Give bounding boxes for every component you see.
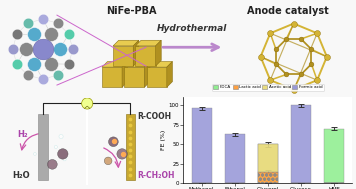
- Point: [267, 79, 273, 82]
- Point: [14, 63, 20, 66]
- Point: [40, 18, 46, 21]
- Point: [314, 79, 320, 82]
- Polygon shape: [113, 46, 133, 66]
- Legend: FDCA, Lactic acid, Acetic acid, Formic acid: FDCA, Lactic acid, Acetic acid, Formic a…: [212, 84, 324, 91]
- Polygon shape: [136, 40, 161, 46]
- Point: [291, 88, 297, 91]
- Point: [314, 32, 320, 35]
- Point: [40, 78, 46, 81]
- Bar: [192, 108, 211, 183]
- Circle shape: [117, 149, 127, 159]
- Y-axis label: FE (%): FE (%): [161, 130, 166, 150]
- Point: [298, 37, 304, 40]
- Point: [25, 22, 31, 25]
- Bar: [324, 129, 344, 183]
- Circle shape: [59, 134, 63, 139]
- Polygon shape: [145, 62, 150, 87]
- Point: [55, 22, 61, 25]
- Polygon shape: [156, 40, 161, 66]
- Polygon shape: [124, 62, 150, 67]
- Circle shape: [63, 157, 66, 161]
- Bar: [258, 144, 278, 183]
- Polygon shape: [122, 62, 128, 87]
- Point: [127, 155, 133, 158]
- Point: [283, 37, 289, 40]
- Bar: [126, 114, 135, 180]
- Point: [120, 152, 126, 155]
- Point: [267, 32, 273, 35]
- Point: [283, 73, 289, 76]
- Text: Hydrothermal: Hydrothermal: [157, 24, 227, 33]
- Polygon shape: [147, 62, 172, 67]
- Point: [309, 63, 314, 66]
- Point: [10, 48, 16, 51]
- Point: [14, 33, 20, 36]
- Text: R-CH₂OH: R-CH₂OH: [137, 171, 174, 180]
- Point: [127, 142, 133, 145]
- Point: [55, 74, 61, 77]
- Circle shape: [33, 153, 36, 155]
- Point: [298, 73, 304, 76]
- Point: [127, 124, 133, 127]
- Point: [273, 63, 279, 66]
- Point: [31, 62, 37, 65]
- Bar: [291, 105, 311, 183]
- Point: [309, 48, 314, 51]
- Bar: [258, 172, 278, 183]
- Point: [291, 22, 297, 25]
- Point: [70, 48, 75, 51]
- Text: R-COOH: R-COOH: [137, 112, 171, 121]
- Polygon shape: [102, 62, 128, 67]
- Point: [40, 48, 46, 51]
- Text: H₂: H₂: [17, 129, 28, 139]
- Point: [127, 149, 133, 152]
- Point: [127, 161, 133, 164]
- Circle shape: [54, 145, 57, 149]
- Polygon shape: [113, 40, 139, 46]
- Circle shape: [58, 149, 68, 159]
- Circle shape: [109, 137, 118, 147]
- Bar: [38, 114, 48, 180]
- Point: [66, 63, 72, 66]
- Point: [127, 118, 133, 121]
- Polygon shape: [147, 67, 167, 87]
- Point: [57, 48, 63, 51]
- Point: [324, 55, 330, 58]
- Polygon shape: [102, 67, 122, 87]
- Circle shape: [104, 157, 112, 165]
- Point: [258, 55, 263, 58]
- Circle shape: [82, 98, 93, 109]
- Point: [111, 140, 116, 143]
- Text: Anode catalyst: Anode catalyst: [247, 6, 329, 16]
- Point: [48, 33, 54, 36]
- Point: [31, 33, 37, 36]
- Point: [273, 48, 279, 51]
- Point: [127, 173, 133, 176]
- Circle shape: [47, 160, 57, 169]
- Point: [25, 74, 31, 77]
- Polygon shape: [124, 67, 145, 87]
- Text: H₂O: H₂O: [12, 171, 30, 180]
- Point: [127, 130, 133, 133]
- Point: [66, 33, 72, 36]
- Point: [127, 136, 133, 139]
- Point: [127, 167, 133, 170]
- Bar: [258, 144, 278, 172]
- Polygon shape: [133, 40, 139, 66]
- Bar: [225, 134, 245, 183]
- Bar: [258, 172, 278, 183]
- Polygon shape: [167, 62, 172, 87]
- Point: [48, 62, 54, 65]
- Text: NiFe-PBA: NiFe-PBA: [106, 6, 157, 16]
- Polygon shape: [136, 46, 156, 66]
- Point: [23, 48, 28, 51]
